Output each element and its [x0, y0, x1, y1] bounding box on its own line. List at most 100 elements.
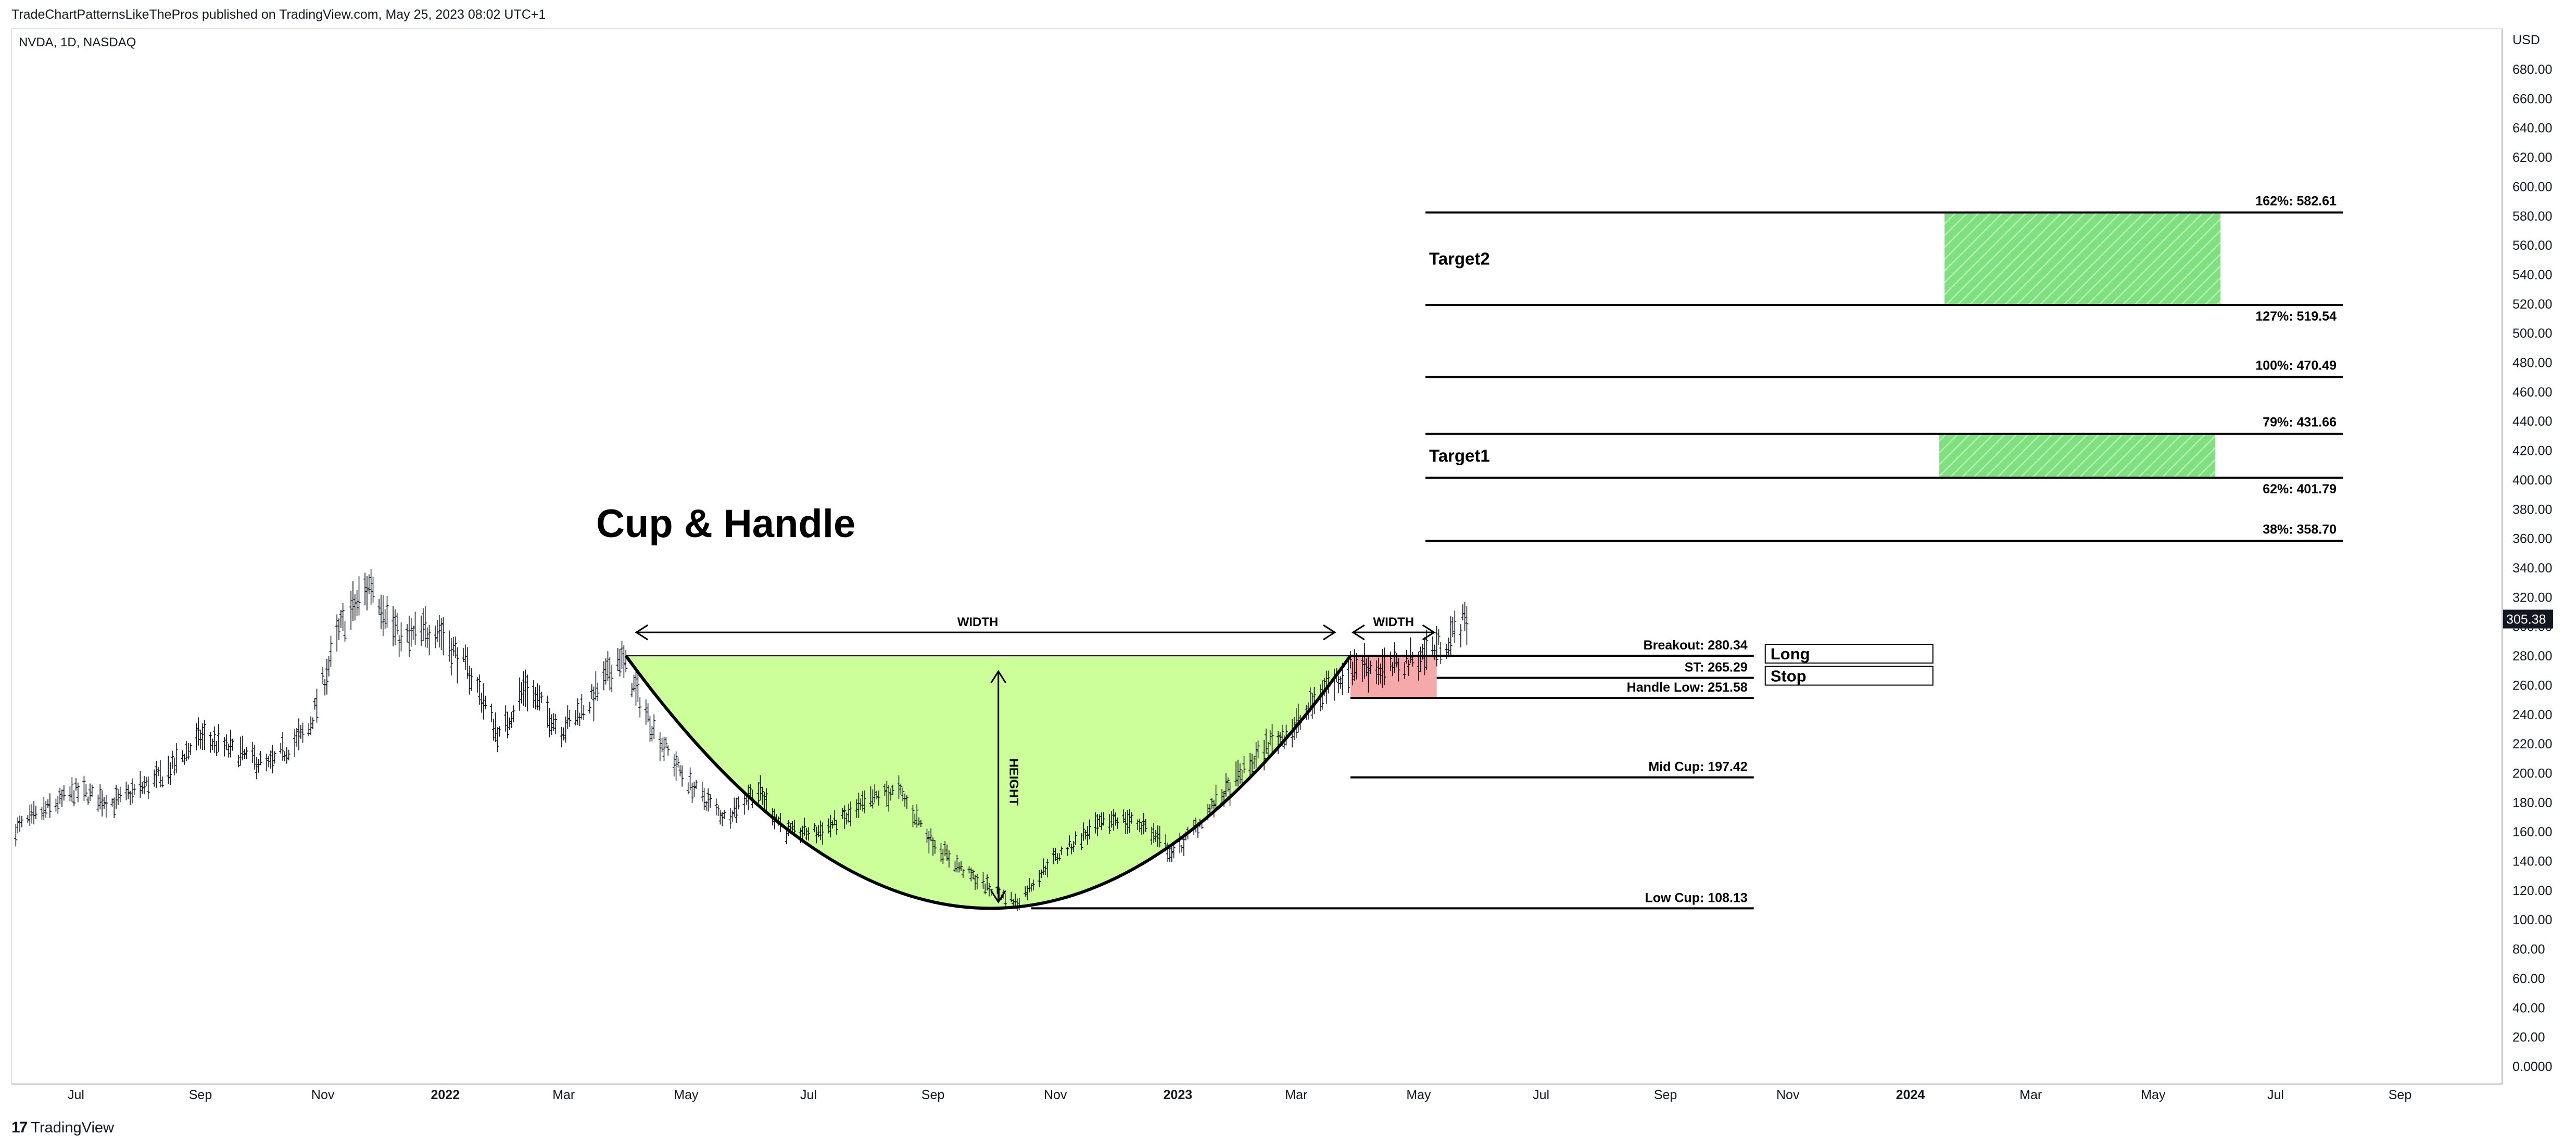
candle — [285, 747, 288, 764]
candle — [102, 797, 106, 809]
candle — [479, 692, 483, 713]
cup-curve — [624, 655, 1352, 910]
candle — [700, 782, 704, 802]
candle — [183, 754, 186, 765]
candle — [833, 810, 837, 825]
candle — [1059, 846, 1063, 855]
candle — [636, 671, 640, 702]
candle — [1112, 809, 1115, 831]
candle — [30, 804, 34, 824]
candle — [82, 775, 86, 801]
candle — [1411, 652, 1415, 667]
trade-box — [1764, 644, 1934, 664]
candle — [735, 797, 738, 823]
candle — [1355, 653, 1358, 680]
candle — [1461, 604, 1464, 621]
fib-label: 162%: 582.61 — [2255, 194, 2337, 208]
candle — [68, 786, 72, 801]
candle — [110, 798, 114, 807]
candle — [827, 818, 830, 834]
candles — [14, 569, 1469, 911]
time-axis[interactable]: Jul Sep Nov 2022 Mar May Jul Sep Nov 2023 Mar May Ju… — [68, 1088, 2411, 1102]
candle — [662, 736, 666, 761]
candle — [267, 756, 271, 768]
handle-width-label: WIDTH — [1373, 615, 1414, 629]
candle — [552, 713, 555, 731]
candle — [112, 797, 116, 819]
candle — [1419, 646, 1422, 672]
candle — [441, 617, 445, 656]
candle — [321, 667, 325, 684]
candle — [1254, 742, 1258, 768]
candle — [138, 771, 142, 798]
x-tick-label: Jul — [68, 1088, 84, 1102]
candle — [680, 765, 684, 787]
candle — [271, 745, 274, 774]
candle — [1459, 624, 1462, 648]
candle — [1270, 723, 1274, 755]
candle — [257, 759, 260, 773]
candle — [672, 754, 676, 777]
candle — [821, 822, 825, 845]
candle — [239, 736, 243, 766]
x-tick-label: Sep — [1654, 1088, 1677, 1102]
candle — [237, 755, 241, 768]
candle — [512, 705, 515, 722]
candle — [694, 780, 698, 789]
candle — [1234, 761, 1238, 787]
candle — [56, 796, 60, 814]
candle — [1003, 893, 1007, 908]
y-tick-label: 140.00 — [2512, 855, 2552, 869]
candle — [831, 820, 835, 829]
candle — [939, 843, 943, 862]
candle — [787, 820, 790, 836]
candle — [1085, 826, 1089, 845]
candle — [574, 710, 577, 726]
candle — [1152, 823, 1156, 843]
candle — [44, 801, 48, 818]
candle — [1114, 812, 1117, 826]
candle — [1268, 730, 1272, 746]
candle — [1122, 809, 1126, 823]
candle — [245, 747, 248, 759]
candle — [887, 785, 891, 812]
candle — [435, 620, 439, 642]
candle — [1439, 642, 1443, 665]
candle — [253, 744, 257, 770]
candle — [1116, 817, 1119, 829]
candle — [371, 576, 375, 603]
candle — [548, 708, 551, 737]
candle — [517, 677, 521, 711]
candle — [608, 657, 612, 691]
arrow-head-bottom — [990, 890, 1006, 904]
candle — [594, 671, 598, 700]
candle — [1256, 740, 1260, 759]
candle — [1248, 753, 1252, 776]
candle — [508, 717, 511, 730]
candle — [255, 757, 258, 780]
y-tick-label: 460.00 — [2512, 385, 2552, 400]
y-tick-label: 240.00 — [2512, 708, 2552, 722]
candle — [293, 729, 297, 757]
candle — [209, 732, 212, 753]
candle — [1031, 880, 1035, 890]
arrow-head-left — [1352, 624, 1365, 641]
candle — [265, 754, 269, 772]
candle — [562, 727, 565, 741]
candle — [590, 684, 594, 699]
x-tick-label: Jul — [1533, 1088, 1549, 1102]
candle — [604, 658, 608, 685]
candle — [96, 794, 100, 812]
candle — [241, 735, 244, 761]
candle — [919, 820, 923, 827]
candle — [1144, 819, 1147, 832]
symbol-legend[interactable]: NVDA, 1D, NASDAQ — [19, 35, 136, 49]
x-tick-label: Nov — [311, 1088, 335, 1102]
price-axis[interactable]: USD 0.0000 20.00 40.00 60.00 80.00 100.00 120.0… — [2503, 33, 2553, 1074]
candle — [847, 804, 851, 823]
candle — [1150, 826, 1154, 845]
tradingview-logo[interactable]: 17 TradingView — [11, 1119, 114, 1137]
candle — [718, 810, 722, 825]
